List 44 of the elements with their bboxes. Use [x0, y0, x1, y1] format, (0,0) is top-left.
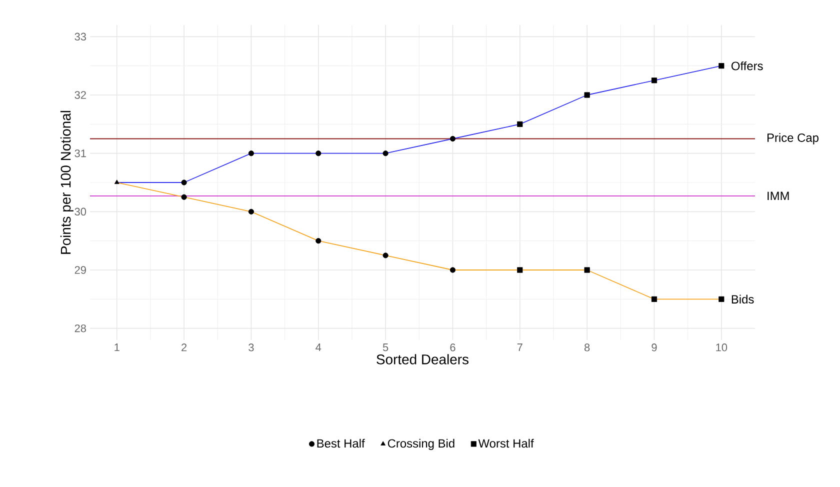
y-tick-label: 31: [74, 149, 86, 158]
series-label: Offers: [731, 61, 763, 70]
point: [181, 180, 187, 186]
point: [382, 252, 388, 258]
legend-label: Worst Half: [478, 438, 534, 448]
point: [316, 238, 322, 244]
x-axis-title: Sorted Dealers: [376, 354, 468, 364]
point: [584, 267, 590, 273]
point: [181, 194, 187, 200]
point: [718, 63, 724, 69]
point: [517, 121, 523, 127]
point: [450, 267, 456, 273]
point: [382, 150, 388, 156]
y-tick-label: 32: [74, 91, 86, 99]
x-tick-label: 1: [114, 344, 120, 352]
x-tick-label: 6: [450, 344, 456, 352]
y-tick-label: 29: [74, 266, 86, 274]
y-tick-label: 30: [74, 208, 86, 216]
x-tick-label: 2: [182, 344, 187, 352]
y-tick-label: 28: [74, 324, 86, 332]
point: [517, 267, 523, 273]
point: [316, 150, 322, 156]
y-axis-title: Points per 100 Notional: [60, 110, 74, 254]
x-tick-label: 4: [316, 344, 322, 352]
ref-line-label: IMM: [768, 192, 789, 200]
x-tick-label: 8: [584, 344, 590, 352]
point: [584, 92, 590, 98]
y-tick-label: 33: [74, 32, 86, 41]
point: [651, 296, 658, 302]
series-label: Bids: [732, 294, 754, 304]
point: [450, 136, 456, 142]
point: [114, 180, 120, 184]
x-tick-label: 5: [382, 344, 388, 352]
point: [248, 150, 254, 156]
x-tick-label: 9: [652, 344, 657, 352]
point: [651, 78, 658, 84]
legend-label: Crossing Bid: [388, 438, 454, 450]
x-tick-label: 3: [248, 344, 254, 352]
legend-label: Best Half: [317, 438, 365, 448]
point: [718, 296, 724, 302]
ref-line-label: Price Cap: [768, 133, 818, 144]
x-tick-label: 10: [716, 344, 728, 352]
point: [248, 208, 254, 214]
x-tick-label: 7: [517, 344, 522, 352]
